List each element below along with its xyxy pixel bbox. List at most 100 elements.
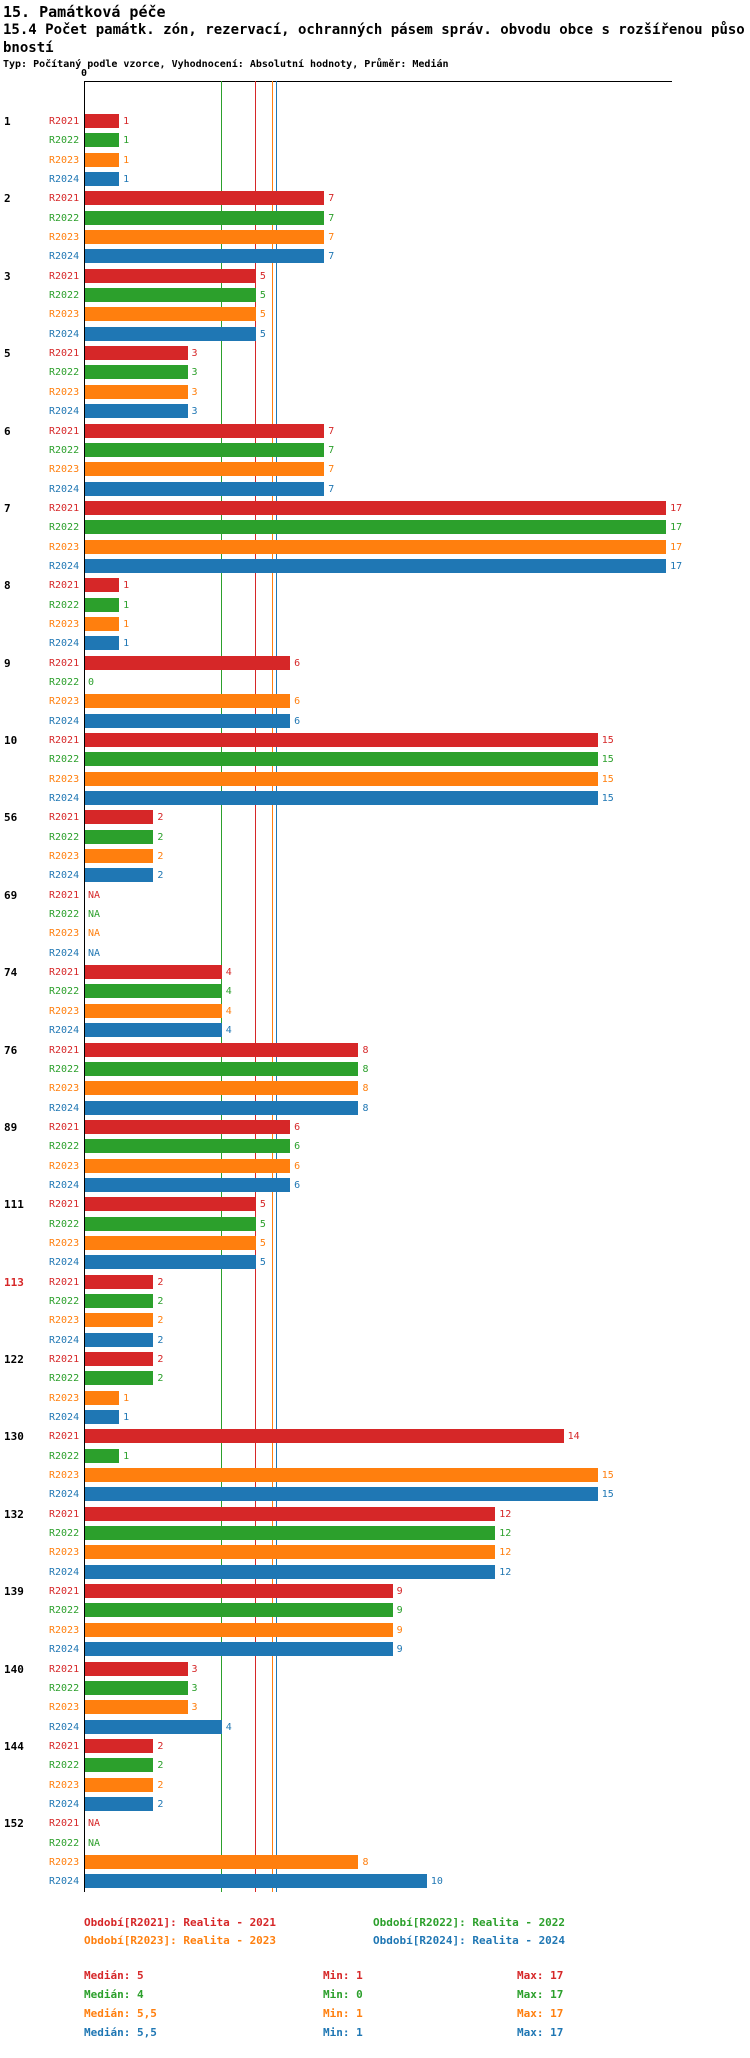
- series-label: R2024: [49, 406, 80, 418]
- series-label: R2024: [49, 793, 80, 805]
- series-label: R2023: [49, 464, 80, 476]
- bar-row: R2022 2: [49, 1292, 734, 1311]
- bar: [85, 636, 120, 651]
- bar-row: R2024 12: [49, 1563, 734, 1582]
- stat-max-r2023: Max: 17: [517, 2007, 564, 2020]
- bar-value-label: 9: [396, 1644, 403, 1656]
- group-label: 74: [4, 966, 18, 980]
- legend-item-r2021: Období[R2021]: Realita - 2021: [84, 1916, 277, 1929]
- bar-value-label: 5: [259, 1237, 266, 1249]
- bar-row: 130 R2021 14: [4, 1427, 734, 1446]
- bar-row: 132 R2021 12: [4, 1505, 734, 1524]
- bar-row: 111 R2021 5: [4, 1195, 734, 1214]
- bar-value-label: 1: [123, 599, 130, 611]
- bar-row: R2022 2: [49, 828, 734, 847]
- bar-row: R2023 6: [49, 692, 734, 711]
- bar-value-label: 2: [157, 1295, 164, 1307]
- group-label: 144: [4, 1739, 24, 1753]
- bar-row: 6 R2021 7: [4, 422, 734, 441]
- bar-value-label: 4: [225, 1005, 232, 1017]
- series-label: R2023: [49, 541, 80, 553]
- bar-value-label: 4: [225, 986, 232, 998]
- group-label: 76: [4, 1043, 18, 1057]
- bar: [85, 810, 154, 825]
- series-label: R2023: [49, 1547, 80, 1559]
- bar: [85, 1661, 188, 1676]
- bar-value-label: 6: [294, 715, 301, 727]
- bar: [85, 1642, 393, 1657]
- stat-min-r2022: Min: 0: [323, 1988, 363, 2001]
- bar-value-label: 6: [294, 1141, 301, 1153]
- bar-value-label: 7: [328, 212, 335, 224]
- group-label: 89: [4, 1120, 18, 1134]
- bar-value-label: NA: [88, 889, 101, 901]
- bar-value-label: 6: [294, 1160, 301, 1172]
- bar-value-label: 5: [259, 270, 266, 282]
- bar: [85, 1293, 154, 1308]
- bar-row: R2023 2: [49, 1776, 734, 1795]
- bar: [85, 655, 291, 670]
- bar-value-label: 7: [328, 444, 335, 456]
- bar-value-label: 2: [157, 851, 164, 863]
- bar-value-label: 12: [499, 1547, 512, 1559]
- bar: [85, 984, 222, 999]
- series-label: R2021: [49, 580, 80, 592]
- bar-row: R2024 5: [49, 1253, 734, 1272]
- stat-median-r2021: Medián: 5: [84, 1969, 144, 1982]
- bar-row: 139 R2021 9: [4, 1582, 734, 1601]
- bar: [85, 1854, 359, 1869]
- bar-row: 3 R2021 5: [4, 267, 734, 286]
- bar: [85, 1410, 120, 1425]
- series-label: R2021: [49, 1431, 80, 1443]
- series-label: R2022: [49, 676, 80, 688]
- series-label: R2021: [49, 1044, 80, 1056]
- bar-value-label: 3: [191, 367, 198, 379]
- series-label: R2024: [49, 560, 80, 572]
- series-label: R2023: [49, 928, 80, 940]
- series-label: R2021: [49, 657, 80, 669]
- bar: [85, 249, 325, 264]
- bar-value-label: 10: [430, 1876, 443, 1888]
- stat-min-r2021: Min: 1: [323, 1969, 363, 1982]
- bar-row: R2024 15: [49, 789, 734, 808]
- bar-value-label: 2: [157, 1373, 164, 1385]
- bar: [85, 1235, 256, 1250]
- bar-row: R2022 17: [49, 518, 734, 537]
- bar-value-label: 4: [225, 1721, 232, 1733]
- bar-value-label: 1: [123, 1392, 130, 1404]
- bar-row: R2024 1: [49, 170, 734, 189]
- bar-row: R2022 5: [49, 1215, 734, 1234]
- y-axis-line: [84, 81, 85, 1892]
- bar-value-label: 2: [157, 870, 164, 882]
- bar-row: R2022 0: [49, 673, 734, 692]
- series-label: R2022: [49, 1760, 80, 1772]
- series-label: R2024: [49, 1798, 80, 1810]
- bar-row: R2022 9: [49, 1601, 734, 1620]
- chart-legend: Období[R2021]: Realita - 2021 Období[R20…: [84, 1916, 750, 1947]
- bar-row: R2023 1: [49, 1389, 734, 1408]
- group-label: 130: [4, 1430, 24, 1444]
- bar-value-label: 2: [157, 1760, 164, 1772]
- bar: [85, 1622, 393, 1637]
- series-label: R2021: [49, 889, 80, 901]
- series-label: R2023: [49, 1005, 80, 1017]
- group-label: 6: [4, 424, 11, 438]
- bar-row: R2023 6: [49, 1157, 734, 1176]
- bar: [85, 268, 256, 283]
- series-label: R2023: [49, 232, 80, 244]
- series-label: R2021: [49, 735, 80, 746]
- group-label: 122: [4, 1353, 24, 1366]
- bar: [85, 868, 154, 883]
- series-label: R2024: [49, 1489, 80, 1501]
- series-label: R2023: [49, 1083, 80, 1095]
- series-label: R2022: [49, 986, 80, 998]
- bar: [85, 578, 120, 593]
- legend-item-r2022: Období[R2022]: Realita - 2022: [373, 1916, 566, 1929]
- bar: [85, 1274, 154, 1289]
- bar-value-label: 2: [157, 1779, 164, 1791]
- bar: [85, 423, 325, 438]
- bar-value-label: NA: [88, 909, 101, 921]
- bar: [85, 1680, 188, 1695]
- group-label: 7: [4, 501, 11, 515]
- bar-row: 10 R2021 15: [4, 731, 734, 750]
